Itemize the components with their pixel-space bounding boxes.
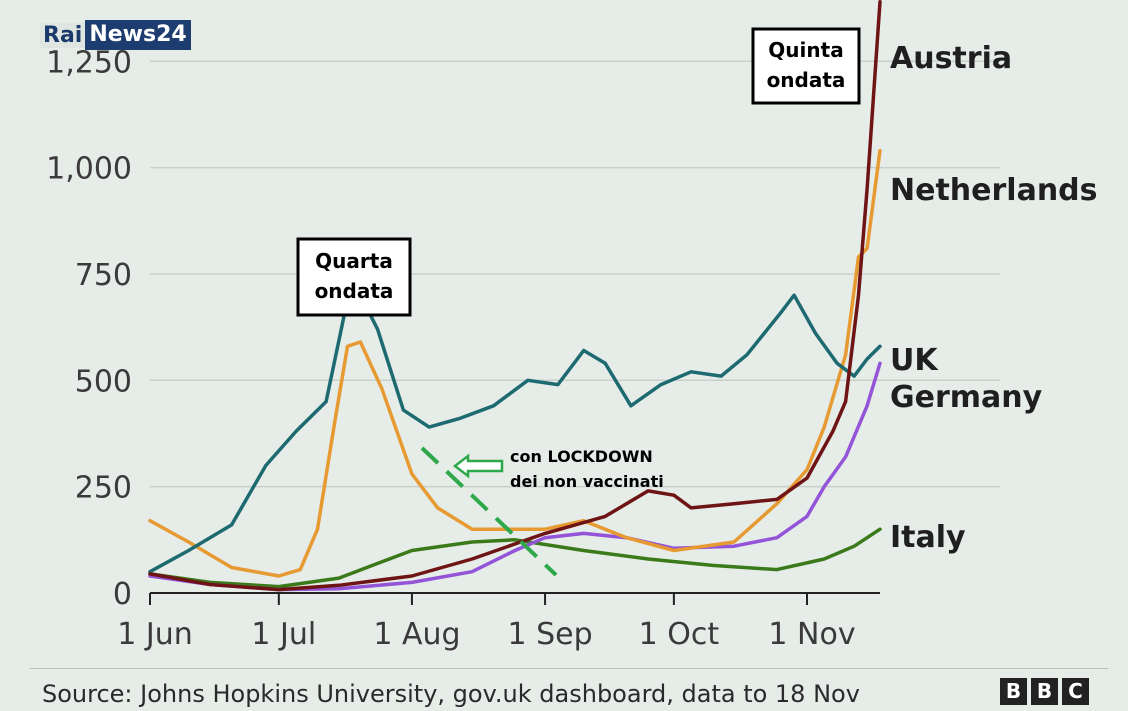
y-tick-label: 500: [75, 364, 132, 399]
series-line-austria: [148, 0, 882, 592]
lockdown-note: dei non vaccinati: [510, 472, 664, 491]
series-label-italy: Italy: [890, 520, 966, 555]
x-tick-label: 1 Oct: [639, 617, 720, 652]
x-tick-label: 1 Aug: [373, 617, 460, 652]
series-line-italy: [148, 527, 882, 589]
source-caption: Source: Johns Hopkins University, gov.uk…: [42, 680, 860, 708]
series-line-netherlands: [148, 148, 882, 578]
bbc-letter-c: C: [1062, 678, 1089, 705]
y-tick-label: 0: [113, 577, 132, 612]
series-line-uk: [148, 293, 882, 574]
x-tick-label: 1 Jul: [251, 617, 316, 652]
series-label-uk: UK: [890, 343, 939, 378]
y-tick-label: 1,000: [46, 152, 132, 187]
quinta-ondata-label: ondata: [767, 68, 846, 92]
bbc-logo: B B C: [1000, 678, 1089, 705]
x-tick-label: 1 Nov: [768, 617, 855, 652]
y-tick-label: 250: [75, 471, 132, 506]
series-line-germany: [148, 361, 882, 592]
quarta-ondata-box: [296, 237, 412, 317]
series-label-austria: Austria: [890, 41, 1012, 76]
bbc-letter-b1: B: [1000, 678, 1027, 705]
footer-divider: [30, 668, 1108, 669]
quarta-ondata-label: ondata: [315, 279, 394, 303]
lockdown-dashed-line: [420, 446, 558, 577]
x-tick-label: 1 Sep: [507, 617, 592, 652]
quinta-ondata-label: Quinta: [768, 38, 843, 62]
bbc-letter-b2: B: [1031, 678, 1058, 705]
left-arrow-icon: [452, 453, 504, 479]
series-label-netherlands: Netherlands: [890, 173, 1098, 208]
quinta-ondata-box: [751, 27, 861, 105]
y-tick-label: 750: [75, 258, 132, 293]
y-tick-label: 1,250: [46, 45, 132, 80]
rainews24-logo: Rai News24: [40, 20, 191, 50]
series-label-germany: Germany: [890, 380, 1043, 415]
rai-logo-text: Rai: [40, 22, 86, 48]
lockdown-note: con LOCKDOWN: [510, 447, 653, 466]
news24-logo-text: News24: [85, 20, 191, 50]
quarta-ondata-label: Quarta: [315, 249, 393, 273]
x-tick-label: 1 Jun: [117, 617, 193, 652]
